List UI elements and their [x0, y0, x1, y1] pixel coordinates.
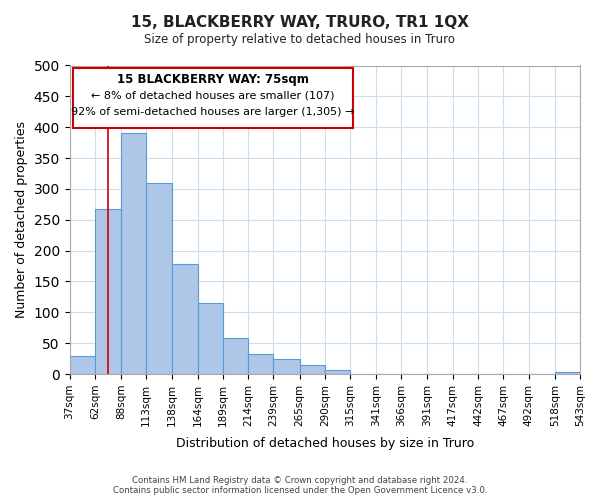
X-axis label: Distribution of detached houses by size in Truro: Distribution of detached houses by size …	[176, 437, 474, 450]
Bar	[274, 358, 299, 374]
Text: Size of property relative to detached houses in Truro: Size of property relative to detached ho…	[145, 32, 455, 46]
Text: 15, BLACKBERRY WAY, TRURO, TR1 1QX: 15, BLACKBERRY WAY, TRURO, TR1 1QX	[131, 15, 469, 30]
Y-axis label: Number of detached properties: Number of detached properties	[15, 122, 28, 318]
Bar	[70, 356, 95, 374]
FancyBboxPatch shape	[73, 68, 353, 128]
Text: Contains HM Land Registry data © Crown copyright and database right 2024.
Contai: Contains HM Land Registry data © Crown c…	[113, 476, 487, 495]
Bar	[95, 210, 121, 374]
Bar	[248, 354, 274, 374]
Bar	[198, 303, 223, 374]
Bar	[172, 264, 198, 374]
Bar	[223, 338, 248, 374]
Bar	[146, 182, 172, 374]
Bar	[555, 372, 580, 374]
Text: 15 BLACKBERRY WAY: 75sqm: 15 BLACKBERRY WAY: 75sqm	[117, 73, 309, 86]
Bar	[325, 370, 350, 374]
Text: ← 8% of detached houses are smaller (107): ← 8% of detached houses are smaller (107…	[91, 90, 335, 100]
Text: 92% of semi-detached houses are larger (1,305) →: 92% of semi-detached houses are larger (…	[71, 107, 355, 117]
Bar	[299, 365, 325, 374]
Bar	[121, 133, 146, 374]
